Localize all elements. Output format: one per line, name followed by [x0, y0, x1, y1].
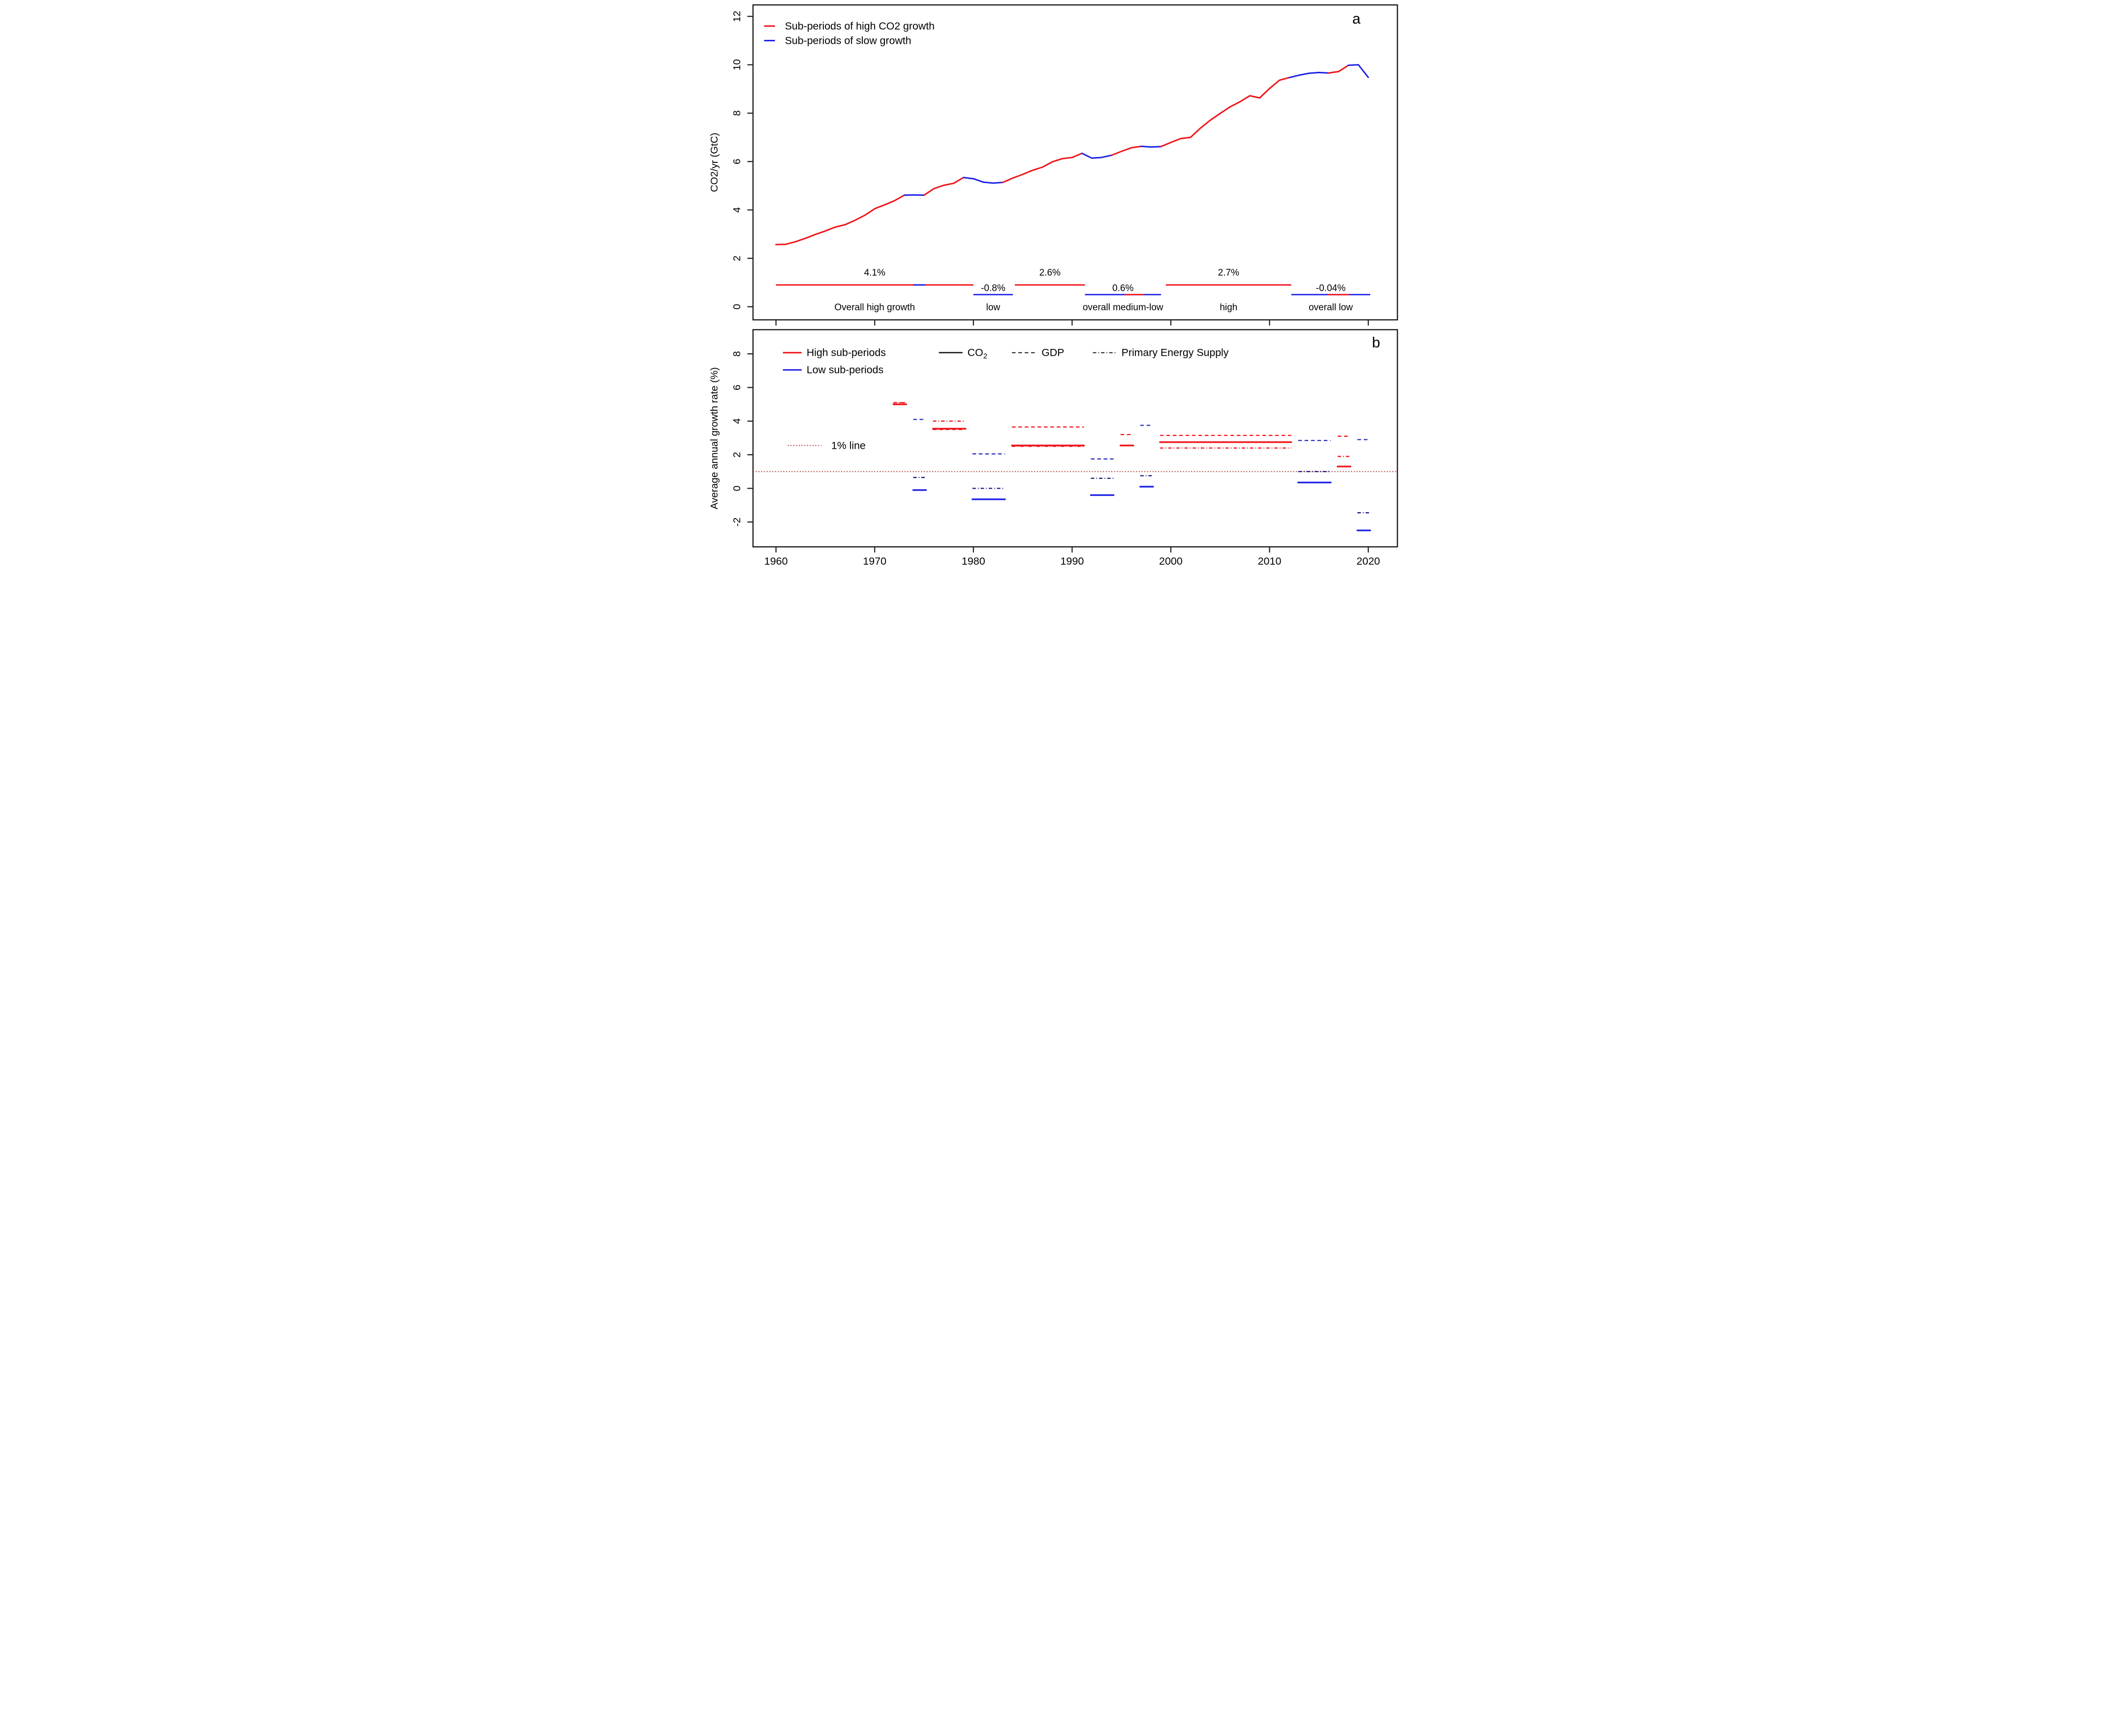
co2-curve-segment-high: [1111, 145, 1142, 156]
panel-b-ylabel: Average annual growth rate (%): [709, 367, 720, 509]
period-name-label: Overall high growth: [834, 302, 915, 312]
panel-b-xtick-label: 2010: [1258, 555, 1282, 567]
series-legend-label-dashed: GDP: [1041, 347, 1064, 359]
panel-a-ytick-label: 10: [731, 59, 743, 70]
panel-a-letter: a: [1352, 11, 1361, 27]
panel-b-xtick-label: 1960: [764, 555, 788, 567]
co2-curve-segment-low: [1348, 64, 1369, 78]
panel-b-xtick-label: 1980: [962, 555, 985, 567]
period-rate-label: 2.7%: [1218, 268, 1239, 278]
panel-a-ytick-label: 0: [731, 304, 743, 310]
co2-curve-segment-low: [1140, 145, 1162, 148]
panel-a-ytick-label: 8: [731, 110, 743, 116]
two-panel-co2-growth-figure: 0 2 4 6 8 10 12 CO2/yr (GtC) a Sub-periods of hig…: [701, 0, 1403, 579]
series-legend-main: CO: [968, 347, 983, 359]
panel-a-legend-label-high: Sub-periods of high CO2 growth: [785, 20, 935, 32]
panel-a: 0 2 4 6 8 10 12 CO2/yr (GtC) a Sub-periods of hig…: [709, 4, 1398, 326]
figure-canvas: 0 2 4 6 8 10 12 CO2/yr (GtC) a Sub-periods of hig…: [709, 4, 1398, 567]
co2-curve-segment-high: [1002, 153, 1083, 184]
series-legend-label-dashdot: Primary Energy Supply: [1122, 347, 1229, 359]
panel-a-legend-label-low: Sub-periods of slow growth: [785, 34, 911, 46]
co2-curve-segment-low: [1081, 153, 1113, 159]
co2-curve-segment-high: [1328, 64, 1350, 74]
panel-b-legend-label-low: Low sub-periods: [807, 364, 883, 376]
panel-a-ylabel: CO2/yr (GtC): [709, 133, 720, 192]
series-legend-main: GDP: [1041, 347, 1064, 359]
period-rate-label: -0.8%: [981, 283, 1005, 293]
panel-a-ytick-label: 12: [731, 11, 743, 22]
panel-a-ytick-label: 6: [731, 159, 743, 164]
panel-b-letter: b: [1372, 335, 1381, 351]
panel-b-xtick-label: 2020: [1356, 555, 1380, 567]
panel-a-frame: [752, 4, 1398, 321]
period-name-label: low: [986, 302, 1001, 312]
panel-b-ytick-label: 6: [731, 385, 743, 390]
co2-curve-segment-high: [1160, 77, 1290, 148]
period-name-label: overall low: [1309, 302, 1353, 312]
panel-b-legend-label-high: High sub-periods: [807, 347, 886, 359]
panel-b-ytick-label: 2: [731, 452, 743, 457]
panel-b-xtick-label: 1990: [1060, 555, 1084, 567]
panel-b-frame: [752, 329, 1398, 548]
panel-b-ytick-label: 8: [731, 351, 743, 356]
co2-curve-segment-low: [963, 177, 1004, 184]
panel-a-ytick-label: 2: [731, 255, 743, 261]
panel-b: -2 0 2 4 6 8 1960 1970 1980 1990 2000 2010 2020 Avera…: [709, 329, 1398, 567]
panel-a-ytick-label: 4: [731, 207, 743, 213]
panel-b-ytick-label: -2: [731, 518, 743, 527]
series-legend-label-solid: CO2: [968, 347, 987, 361]
series-legend-main: Primary Energy Supply: [1122, 347, 1229, 359]
series-legend-subscript: 2: [983, 352, 987, 361]
panel-b-ytick-label: 4: [731, 418, 743, 424]
period-rate-label: -0.04%: [1316, 283, 1346, 293]
co2-curve-segment-high: [775, 194, 905, 246]
panel-b-xtick-label: 1970: [863, 555, 886, 567]
period-name-label: high: [1220, 302, 1237, 312]
co2-curve-segment-low: [1288, 71, 1330, 79]
period-rate-label: 4.1%: [864, 268, 885, 278]
period-rate-label: 2.6%: [1039, 268, 1061, 278]
period-name-label: overall medium-low: [1083, 302, 1163, 312]
panel-b-xtick-label: 2000: [1159, 555, 1183, 567]
period-rate-label: 0.6%: [1112, 283, 1133, 293]
panel-b-ytick-label: 0: [731, 486, 743, 491]
one-percent-legend-label: 1% line: [831, 439, 866, 451]
co2-curve-segment-high: [923, 177, 965, 196]
